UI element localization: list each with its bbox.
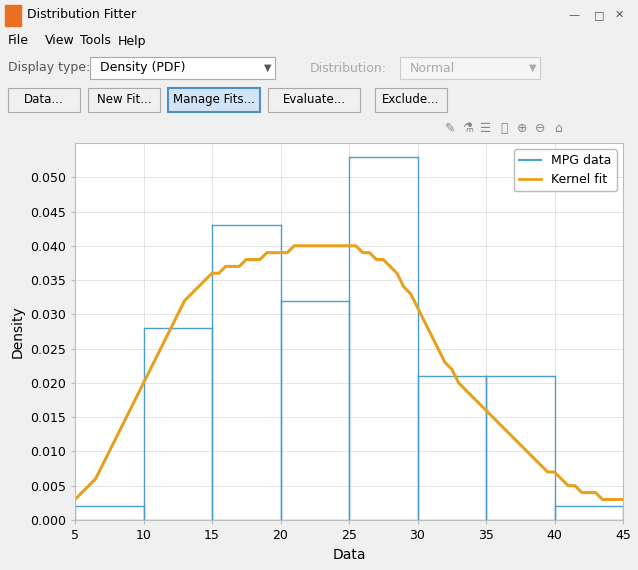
Text: Manage Fits...: Manage Fits... bbox=[173, 93, 255, 107]
Text: Data...: Data... bbox=[24, 93, 64, 107]
Text: Density (PDF): Density (PDF) bbox=[100, 62, 186, 75]
Text: Evaluate...: Evaluate... bbox=[283, 93, 346, 107]
Text: View: View bbox=[45, 35, 75, 47]
X-axis label: Data: Data bbox=[332, 548, 366, 561]
FancyBboxPatch shape bbox=[90, 57, 275, 79]
Text: —: — bbox=[568, 10, 580, 20]
Text: Display type:: Display type: bbox=[8, 62, 90, 75]
Text: Normal: Normal bbox=[410, 62, 456, 75]
Text: Tools: Tools bbox=[80, 35, 111, 47]
Text: ▼: ▼ bbox=[264, 63, 272, 73]
Text: File: File bbox=[8, 35, 29, 47]
FancyBboxPatch shape bbox=[400, 57, 540, 79]
Bar bbox=[5, 5, 21, 26]
Text: ▼: ▼ bbox=[530, 63, 537, 73]
Text: ✕: ✕ bbox=[614, 10, 623, 20]
FancyBboxPatch shape bbox=[88, 88, 160, 112]
FancyBboxPatch shape bbox=[8, 88, 80, 112]
Text: ✋: ✋ bbox=[500, 122, 508, 135]
Text: ⌂: ⌂ bbox=[554, 122, 562, 135]
Text: Exclude...: Exclude... bbox=[382, 93, 440, 107]
Text: ☰: ☰ bbox=[480, 122, 492, 135]
Text: New Fit...: New Fit... bbox=[97, 93, 151, 107]
Text: ✎: ✎ bbox=[445, 122, 456, 135]
Y-axis label: Density: Density bbox=[10, 305, 24, 358]
Text: ⊕: ⊕ bbox=[517, 122, 527, 135]
Text: ⚗: ⚗ bbox=[463, 122, 473, 135]
Text: ⊖: ⊖ bbox=[535, 122, 545, 135]
FancyBboxPatch shape bbox=[375, 88, 447, 112]
Text: Help: Help bbox=[118, 35, 147, 47]
Legend: MPG data, Kernel fit: MPG data, Kernel fit bbox=[514, 149, 617, 192]
FancyBboxPatch shape bbox=[268, 88, 360, 112]
Text: Distribution:: Distribution: bbox=[310, 62, 387, 75]
FancyBboxPatch shape bbox=[168, 88, 260, 112]
Text: □: □ bbox=[595, 10, 605, 20]
Text: Distribution Fitter: Distribution Fitter bbox=[27, 9, 136, 22]
